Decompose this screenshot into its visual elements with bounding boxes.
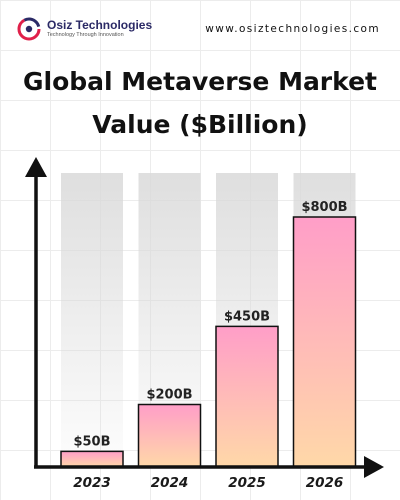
x-tick-label: 2024 (151, 475, 189, 491)
chart-title-line-2: Value ($Billion) (92, 110, 308, 139)
x-tick-label: 2025 (228, 475, 266, 491)
bar-value-label: $800B (301, 200, 347, 215)
brand-tagline: Technology Through Innovation (47, 32, 124, 39)
x-tick-label: 2026 (306, 475, 344, 491)
chart-title-line-1: Global Metaverse Market (22, 67, 378, 96)
bar-2024 (137, 403, 202, 468)
bar-value-label: $200B (146, 388, 192, 403)
bar-2025 (215, 325, 279, 468)
bar-2026 (292, 216, 357, 468)
brand-logo: Osiz Technologies Technology Through Inn… (16, 16, 152, 42)
y-axis-arrow (25, 157, 47, 177)
website-url: www.osiztechnologies.com (205, 23, 380, 35)
x-axis-arrow (364, 456, 384, 478)
x-tick-label: 2023 (73, 475, 111, 491)
chart-title: Global Metaverse Market Value ($Billion) (0, 60, 400, 146)
bar-value-label: $50B (73, 434, 110, 449)
bar-2023 (60, 450, 124, 468)
osiz-logo-icon (17, 17, 41, 41)
bar-value-label: $450B (224, 309, 270, 324)
background-column (61, 173, 123, 467)
brand-name: Osiz Technologies (47, 18, 153, 33)
